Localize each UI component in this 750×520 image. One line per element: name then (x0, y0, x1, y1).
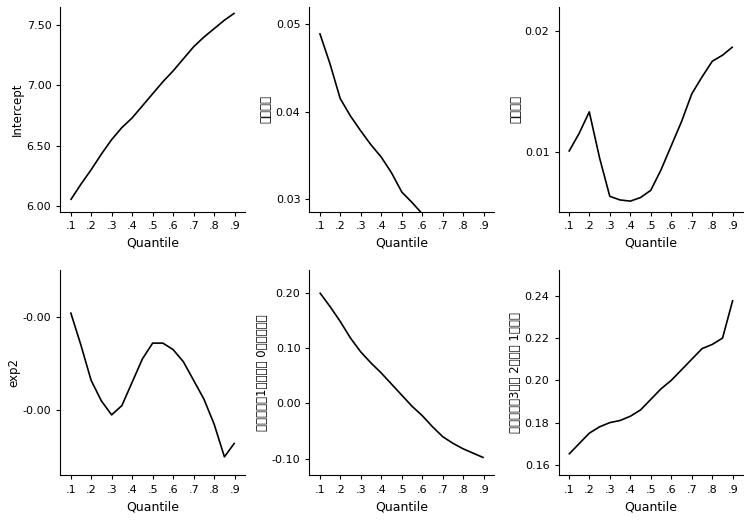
Y-axis label: 户口性质（1农业户口 0非农户口）: 户口性质（1农业户口 0非农户口） (256, 315, 269, 431)
Y-axis label: exp2: exp2 (7, 358, 20, 387)
Y-axis label: 教育年限: 教育年限 (260, 96, 273, 123)
X-axis label: Quantile: Quantile (624, 237, 677, 250)
Y-axis label: 技术层次（3技术 2半技术 1体力）: 技术层次（3技术 2半技术 1体力） (509, 313, 522, 433)
X-axis label: Quantile: Quantile (126, 500, 179, 513)
X-axis label: Quantile: Quantile (624, 500, 677, 513)
X-axis label: Quantile: Quantile (375, 500, 428, 513)
Y-axis label: 工作年限: 工作年限 (509, 96, 522, 123)
Y-axis label: Intercept: Intercept (10, 83, 24, 136)
X-axis label: Quantile: Quantile (375, 237, 428, 250)
X-axis label: Quantile: Quantile (126, 237, 179, 250)
